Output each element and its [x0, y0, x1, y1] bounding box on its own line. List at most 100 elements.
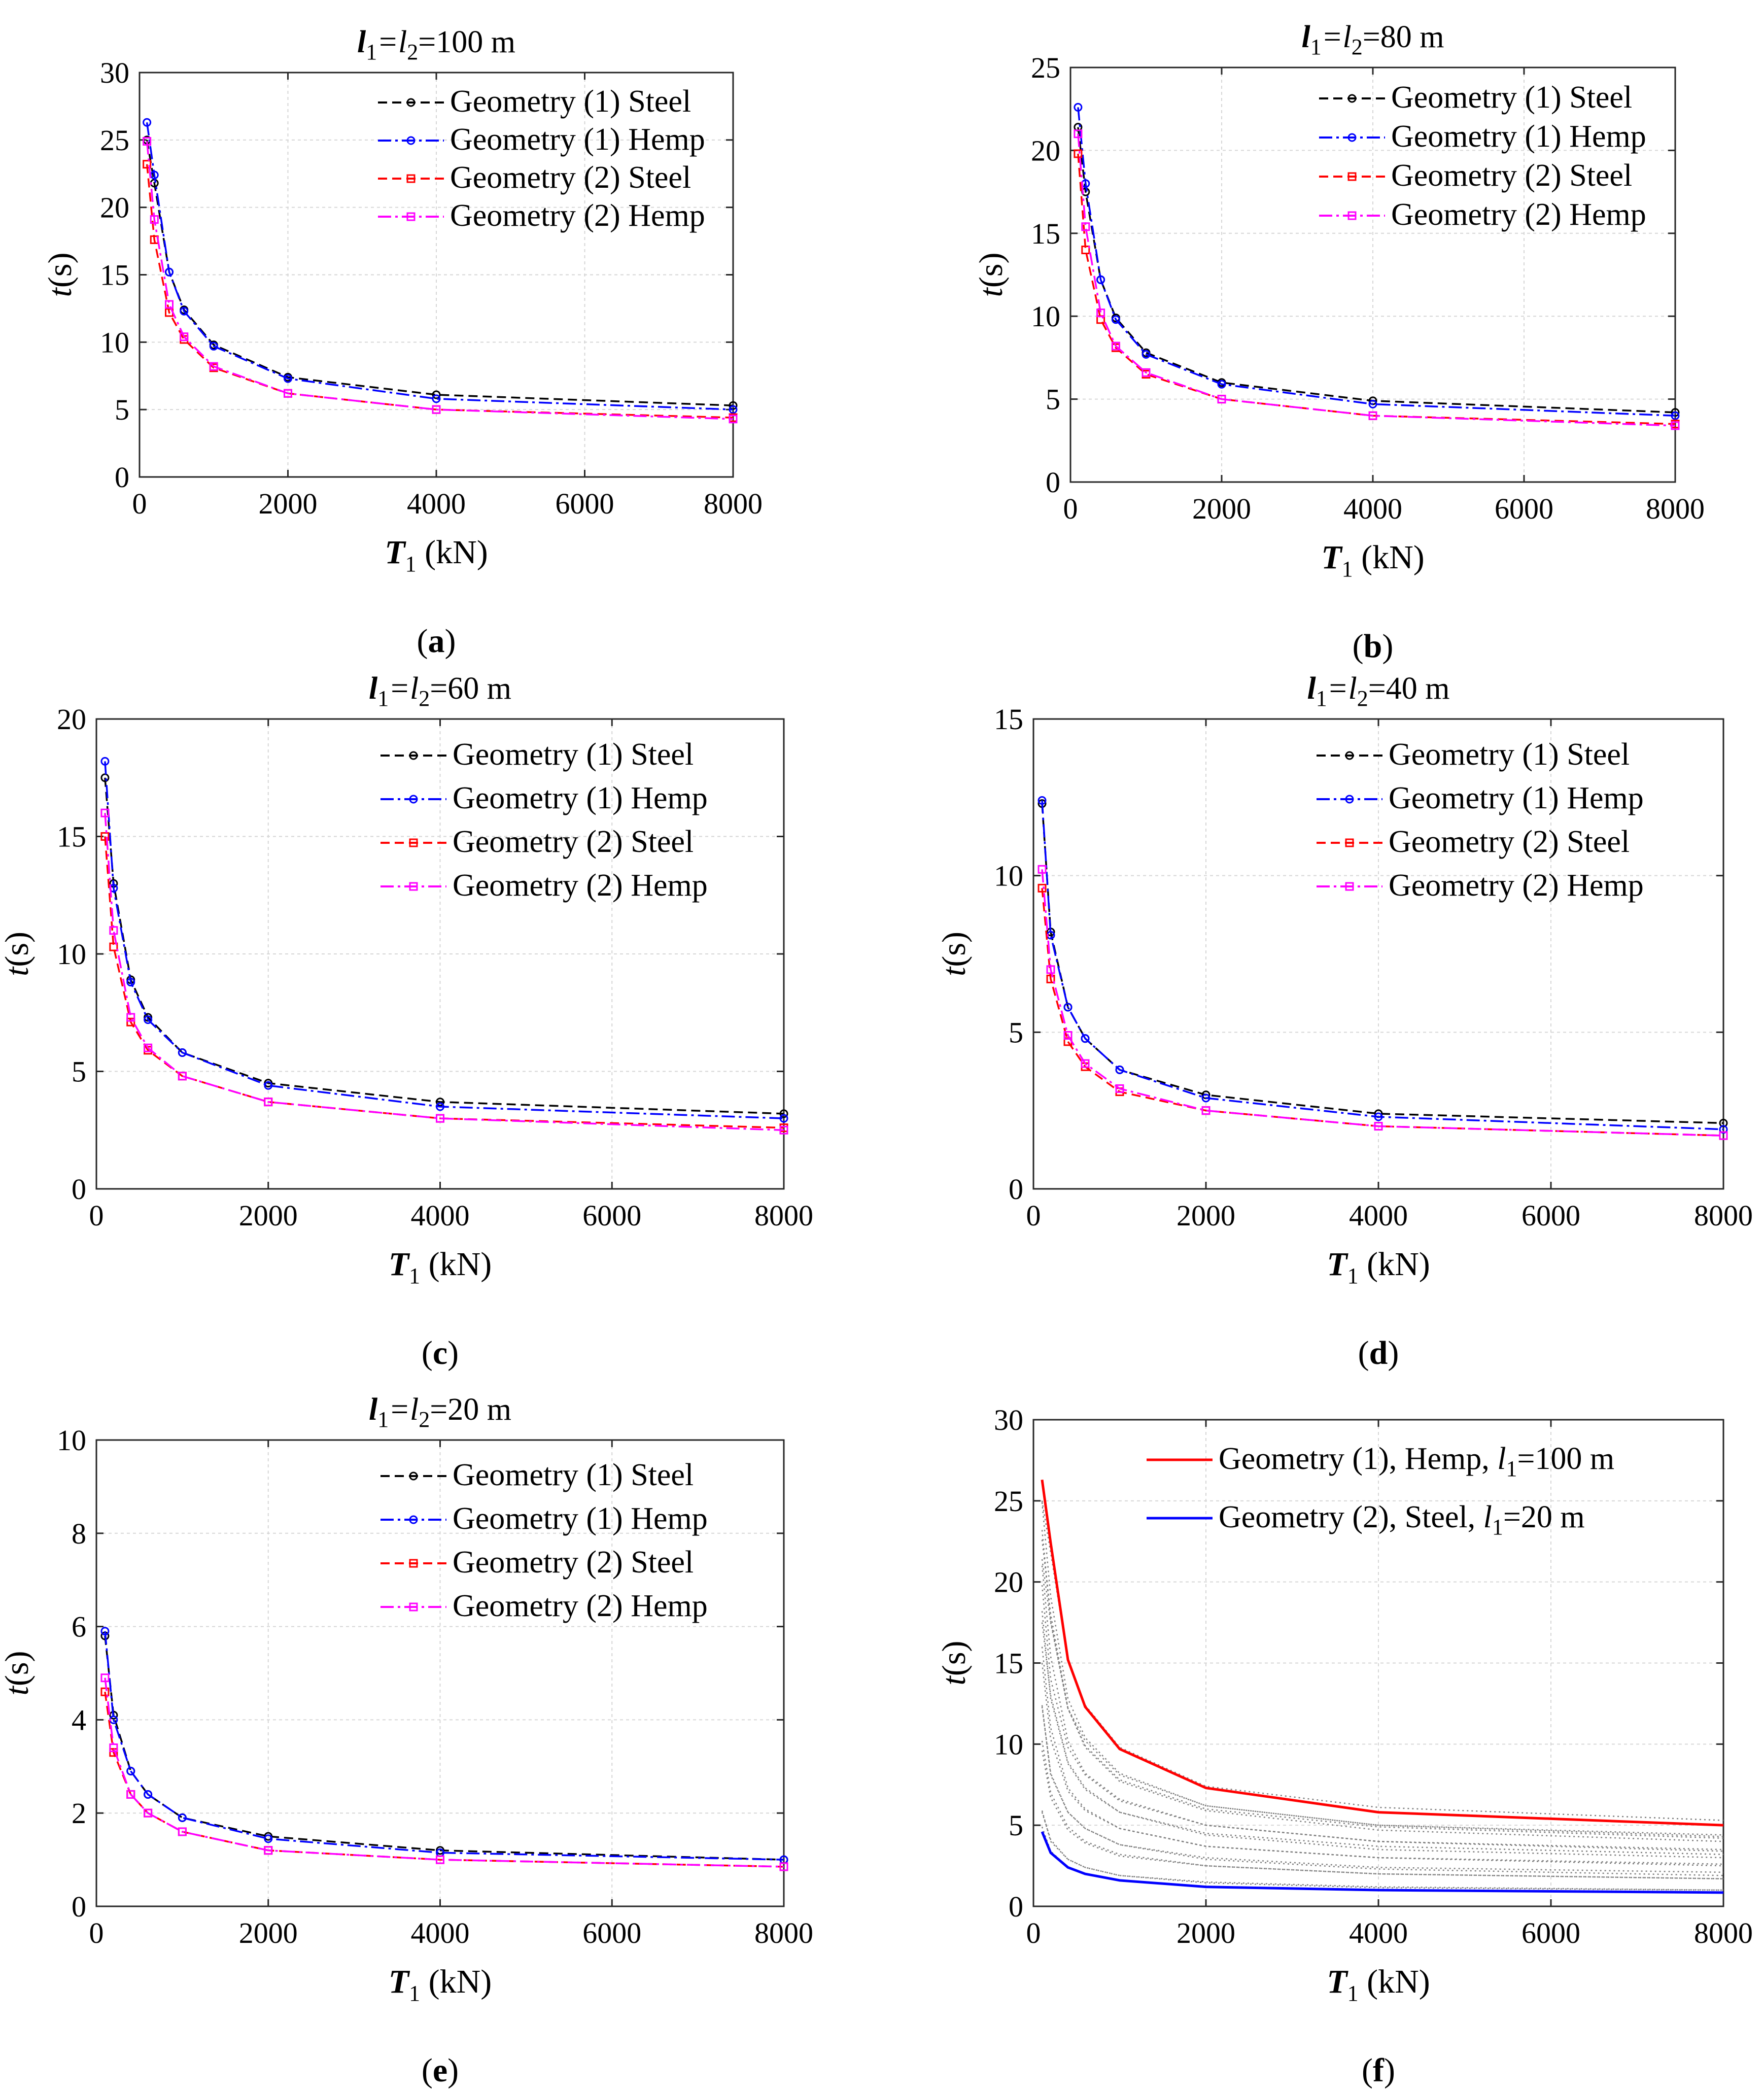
data-point: [1719, 1125, 1728, 1134]
series-line: [1077, 127, 1676, 414]
data-point: [432, 394, 441, 403]
data-point: [144, 1808, 153, 1818]
panel-caption: (e): [422, 2052, 459, 2089]
x-tick-label: 2000: [259, 487, 318, 520]
x-tick-label: 4000: [407, 487, 466, 520]
y-axis-label: t(s): [0, 932, 36, 976]
data-point: [1115, 1084, 1124, 1093]
data-point: [109, 1748, 118, 1757]
x-axis-label: T1 (kN): [389, 1246, 492, 1288]
data-point: [264, 1846, 273, 1855]
data-point: [180, 306, 189, 316]
data-point: [779, 1109, 788, 1118]
data-point: [432, 405, 441, 414]
legend-label: Geometry (2) Hemp: [453, 1589, 708, 1623]
legend-label: Geometry (1) Hemp: [453, 781, 708, 815]
data-point: [100, 832, 110, 841]
legend-marker: [406, 136, 416, 145]
data-point: [209, 362, 218, 371]
data-point: [165, 300, 174, 309]
legend-marker: [409, 1471, 418, 1481]
data-point: [144, 1015, 153, 1024]
y-tick-label: 0: [1009, 1890, 1023, 1923]
x-tick-label: 8000: [1694, 1916, 1753, 1949]
legend-label: Geometry (1) Hemp: [453, 1501, 708, 1536]
background-series-line: [1041, 1611, 1724, 1859]
y-tick-label: 10: [57, 938, 86, 971]
chart-panel-a: 0 2000 4000 6000 8000 0 5 10 15 20 25 30 T1 (kN) t(s)…: [42, 25, 763, 660]
series-line: [104, 813, 784, 1131]
data-point: [1111, 341, 1120, 351]
x-tick-label: 0: [132, 487, 147, 520]
data-point: [779, 1862, 788, 1871]
data-point: [436, 1098, 444, 1107]
data-point: [1217, 380, 1226, 389]
data-point: [436, 1102, 444, 1111]
data-point: [165, 267, 174, 277]
y-tick-label: 20: [57, 703, 86, 736]
y-tick-label: 5: [1046, 383, 1060, 416]
data-point: [1096, 275, 1105, 284]
background-series-line: [1041, 1647, 1724, 1867]
data-point: [284, 389, 292, 398]
chart-panel-e: 0 2000 4000 6000 8000 0 2 4 6 8 10 T1 (kN) t(s) l1=l2…: [0, 1392, 813, 2089]
y-axis-label: t(s): [42, 253, 79, 297]
y-tick-label: 0: [72, 1173, 86, 1206]
legend-marker: [409, 1515, 418, 1524]
y-tick-label: 25: [1031, 51, 1060, 84]
data-point: [1037, 796, 1047, 805]
data-point: [1217, 395, 1226, 404]
legend-marker: [409, 1602, 418, 1612]
data-point: [126, 1790, 135, 1799]
background-series-line: [1041, 1706, 1724, 1873]
series-line: [104, 761, 784, 1119]
data-point: [1368, 399, 1377, 408]
data-point: [1081, 245, 1090, 254]
x-tick-label: 4000: [1349, 1199, 1408, 1232]
data-point: [178, 1048, 187, 1057]
data-point: [109, 926, 118, 935]
y-tick-label: 10: [100, 326, 129, 359]
data-point: [779, 1125, 788, 1135]
x-tick-label: 6000: [1495, 492, 1553, 525]
x-tick-label: 6000: [582, 1916, 641, 1949]
data-point: [100, 808, 110, 817]
legend-marker: [1347, 211, 1357, 220]
data-point: [100, 1627, 110, 1636]
panel-caption: (d): [1358, 1334, 1399, 1372]
legend-marker: [1345, 795, 1354, 804]
x-tick-label: 0: [89, 1199, 104, 1232]
data-point: [1074, 149, 1083, 158]
data-point: [143, 160, 152, 169]
data-point: [1201, 1106, 1210, 1115]
series-line: [104, 1677, 784, 1868]
data-point: [144, 1043, 153, 1052]
data-point: [1115, 1065, 1124, 1074]
data-point: [1081, 222, 1090, 231]
series-line: [146, 140, 734, 406]
background-series-line: [1041, 1622, 1724, 1855]
x-tick-label: 4000: [1343, 492, 1402, 525]
chart-title: l1=l2=20 m: [369, 1392, 511, 1432]
legend-label: Geometry (2) Steel: [1389, 825, 1630, 859]
y-tick-label: 15: [994, 1647, 1023, 1680]
data-point: [1046, 965, 1055, 974]
background-series-line: [1041, 1565, 1724, 1852]
data-point: [1037, 883, 1047, 893]
legend-label: Geometry (1) Hemp: [1389, 781, 1644, 815]
data-point: [1142, 368, 1151, 377]
legend-label: Geometry (1) Steel: [453, 737, 694, 772]
background-series-line: [1041, 1750, 1724, 1879]
y-axis-label: t(s): [936, 1641, 973, 1686]
x-tick-label: 0: [1063, 492, 1078, 525]
y-tick-label: 5: [1009, 1016, 1023, 1049]
data-point: [109, 1743, 118, 1753]
legend-marker: [1347, 94, 1357, 103]
x-axis-label: T1 (kN): [1321, 539, 1424, 581]
data-point: [284, 374, 292, 383]
y-tick-label: 6: [72, 1611, 86, 1643]
x-tick-label: 2000: [1192, 492, 1251, 525]
data-point: [109, 942, 118, 951]
data-point: [126, 1013, 135, 1022]
y-tick-label: 15: [1031, 217, 1060, 250]
